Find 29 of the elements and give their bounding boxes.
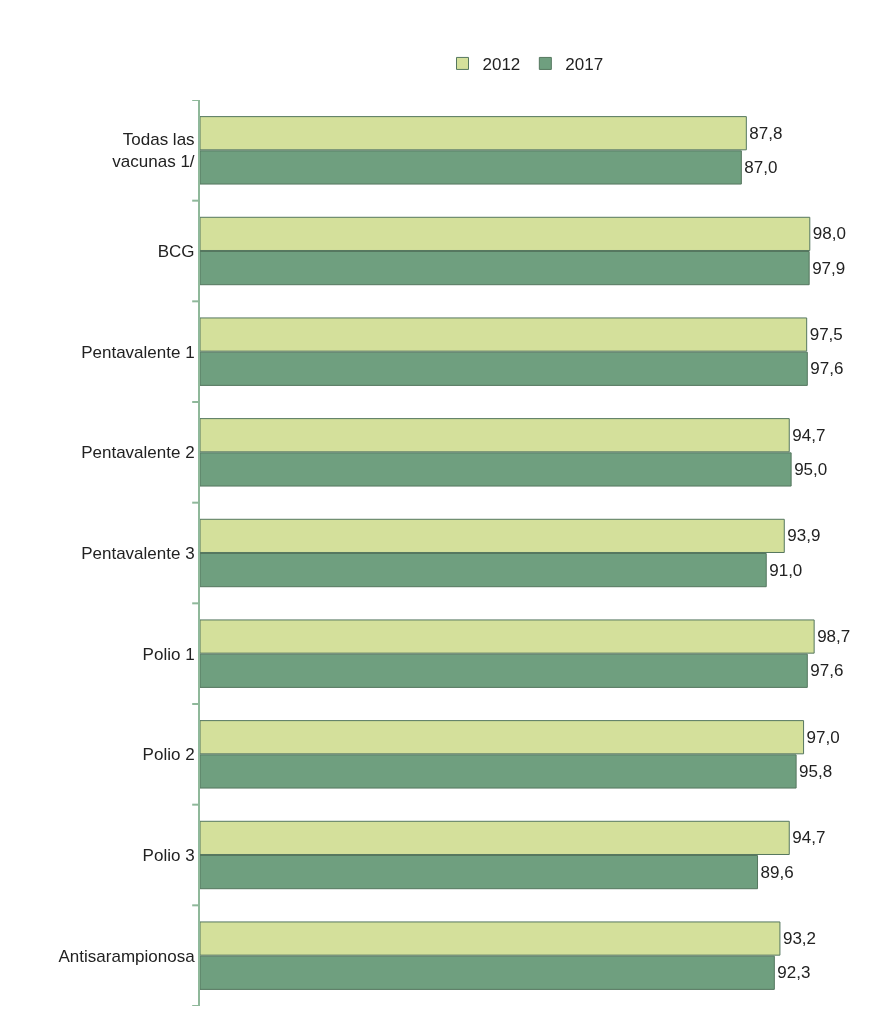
y-tick-label: Todas las vacunas 1/ [112, 130, 195, 172]
y-tick-label: Pentavalente 2 [81, 443, 195, 463]
data-label: 94,7 [792, 828, 826, 848]
data-label: 91,0 [769, 560, 803, 580]
y-tick-label: Polio 2 [142, 745, 195, 765]
data-label: 95,8 [799, 761, 833, 781]
data-label: 97,0 [806, 727, 840, 747]
y-tick-label: Polio 3 [142, 845, 195, 865]
data-label: 94,7 [792, 425, 826, 445]
legend-label: 2012 [482, 55, 521, 75]
data-label: 97,6 [810, 661, 844, 681]
y-tick-label: Antisarampionosa [58, 946, 196, 966]
data-label: 92,3 [777, 963, 811, 983]
data-label: 87,0 [744, 157, 778, 177]
data-label: 98,7 [817, 627, 851, 647]
y-tick-label: Pentavalente 3 [81, 543, 195, 563]
data-label: 93,2 [782, 929, 817, 949]
data-label: 87,8 [749, 123, 783, 143]
y-tick-label: Polio 1 [142, 644, 195, 664]
y-tick-label: Pentavalente 1 [81, 342, 195, 362]
y-tick-label: BCG [157, 241, 195, 261]
legend-label: 2017 [565, 55, 604, 75]
data-label: 95,0 [794, 459, 828, 479]
data-label: 98,0 [812, 224, 846, 244]
data-label: 97,6 [810, 359, 844, 379]
data-label: 97,9 [812, 258, 846, 278]
data-label: 97,5 [809, 325, 843, 345]
data-label: 93,9 [787, 526, 821, 546]
data-label: 89,6 [760, 862, 794, 882]
